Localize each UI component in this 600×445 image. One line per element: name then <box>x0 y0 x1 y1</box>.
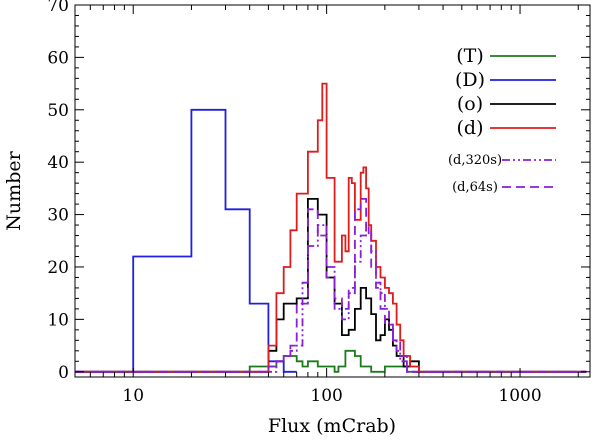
y-tick-label: 10 <box>47 310 69 330</box>
y-tick-label: 0 <box>58 363 69 383</box>
series-line-o <box>75 198 587 373</box>
y-tick-label: 40 <box>47 153 69 173</box>
x-tick-label: 10 <box>122 386 144 406</box>
legend-label-d-64s: (d,64s) <box>452 180 498 195</box>
y-tick-label: 20 <box>47 258 69 278</box>
legend-label-t: (T) <box>456 45 484 67</box>
series-line-t <box>75 349 587 373</box>
plot-frame <box>74 4 591 378</box>
series-line-d <box>75 108 297 373</box>
x-axis-label: Flux (mCrab) <box>268 415 396 437</box>
legend-label-o: (o) <box>457 93 483 115</box>
legend-label-d: (D) <box>455 69 485 91</box>
legend-label-d: (d) <box>457 117 484 139</box>
series-line-d-320s <box>75 224 587 373</box>
x-ticks-layer: 10 100 1000 <box>74 5 579 406</box>
legend-label-d-320s: (d,320s) <box>448 153 502 168</box>
x-tick-label: 1000 <box>498 386 541 406</box>
y-axis-label: Number <box>3 150 25 230</box>
y-tick-label: 70 <box>47 0 69 16</box>
series-layer <box>75 82 587 373</box>
y-tick-label: 60 <box>47 48 69 68</box>
legend: (T)(D)(o)(d) (d,320s) (d,64s) <box>448 45 556 195</box>
x-tick-label: 100 <box>310 386 342 406</box>
y-tick-label: 30 <box>47 206 69 226</box>
series-line-d-64s <box>75 198 587 373</box>
y-ticks-layer: 0 10 20 30 40 50 60 70 <box>47 0 590 383</box>
series-line-d <box>75 82 587 373</box>
y-tick-label: 50 <box>47 101 69 121</box>
